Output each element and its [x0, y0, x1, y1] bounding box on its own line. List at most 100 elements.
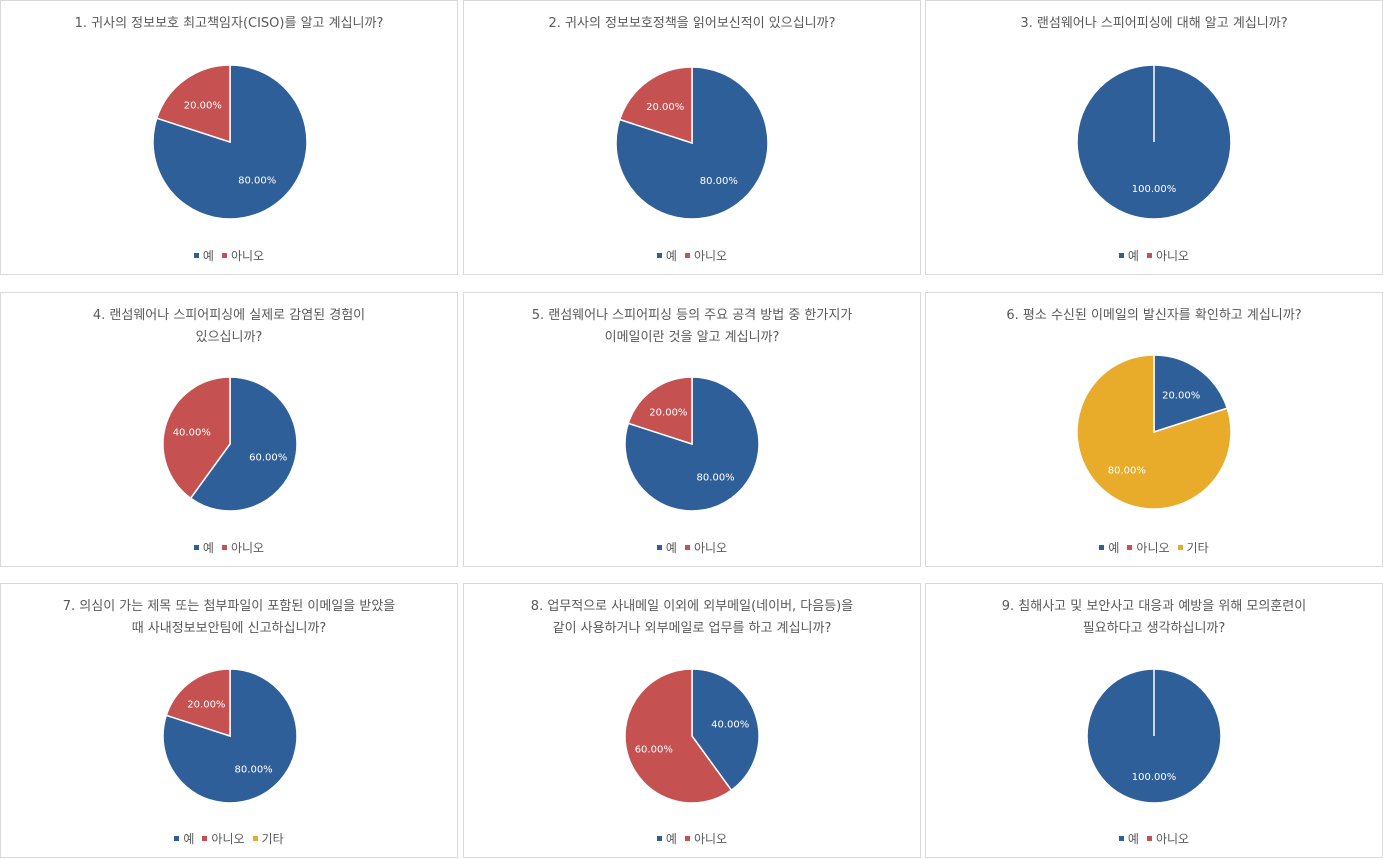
legend-swatch — [221, 253, 227, 258]
chart-panel-5: 5. 랜섬웨어나 스피어피싱 등의 주요 공격 방법 중 한가지가 이메일이란 것… — [463, 292, 921, 567]
legend-item: 아니오 — [1127, 539, 1170, 556]
pie-data-label: 40.00% — [711, 720, 749, 731]
legend-item: 예 — [656, 539, 677, 556]
legend-label: 예 — [1127, 832, 1139, 846]
legend-label: 예 — [1127, 249, 1139, 263]
chart-legend: 예 아니오 기타 — [926, 539, 1382, 556]
pie-data-label: 100.00% — [1132, 184, 1177, 195]
pie-slice-예 — [691, 668, 760, 792]
legend-label: 예 — [665, 832, 677, 846]
pie-chart: 100.00% — [1086, 668, 1222, 804]
pie-chart: 80.00% 20.00% — [615, 66, 769, 220]
legend-label: 기타 — [1186, 541, 1209, 555]
legend-label: 아니오 — [230, 541, 265, 555]
chart-title-line: 9. 침해사고 및 보안사고 대응과 예방을 위해 모의훈련이 — [1001, 599, 1307, 614]
pie-data-label: 80.00% — [700, 176, 738, 187]
legend-swatch — [1146, 253, 1152, 258]
chart-title-line: 이메일이란 것을 알고 계십니까? — [604, 330, 780, 345]
legend-item: 예 — [1118, 830, 1139, 847]
chart-title-line: 같이 사용하거나 외부메일로 업무를 하고 계십니까? — [552, 621, 832, 636]
chart-title: 3. 랜섬웨어나 스피어피싱에 대해 알고 계십니까? — [926, 13, 1382, 35]
pie-chart: 20.00% 80.00% — [1076, 354, 1232, 510]
pie-chart: 80.00% 20.00% — [152, 64, 308, 220]
legend-label: 아니오 — [1155, 832, 1190, 846]
chart-title-line: 있으십니까? — [195, 330, 263, 345]
legend-swatch — [202, 836, 208, 841]
chart-title-line: 때 사내정보보안팀에 신고하십니까? — [131, 621, 327, 636]
legend-item: 아니오 — [684, 539, 728, 556]
legend-item: 예 — [193, 539, 214, 556]
pie-slice-예 — [624, 376, 760, 512]
chart-panel-1: 1. 귀사의 정보보호 최고책임자(CISO)를 알고 계십니까? 80.00% 2… — [0, 0, 458, 275]
pie-data-label: 40.00% — [173, 428, 211, 439]
legend-item: 아니오 — [684, 830, 728, 847]
pie-data-label: 80.00% — [697, 473, 735, 484]
legend-item: 예 — [656, 830, 677, 847]
legend-label: 아니오 — [1155, 249, 1190, 263]
legend-label: 예 — [1108, 541, 1120, 555]
chart-title-line: 2. 귀사의 정보보호정책을 읽어보신적이 있으십니까? — [548, 16, 836, 31]
chart-legend: 예 아니오 — [464, 539, 920, 556]
legend-item: 아니오 — [1146, 247, 1190, 264]
legend-item: 아니오 — [221, 247, 264, 264]
legend-swatch — [1127, 545, 1133, 550]
legend-item: 아니오 — [202, 830, 245, 847]
chart-legend: 예 아니오 — [464, 830, 920, 847]
legend-swatch — [1099, 545, 1105, 550]
chart-title-line: 7. 의심이 가는 제목 또는 첨부파일이 포함된 이메일을 받았을 — [62, 599, 396, 614]
legend-item: 기타 — [1177, 539, 1209, 556]
chart-title: 8. 업무적으로 사내메일 이외에 외부메일(네이버, 다음등)을 같이 사용하거… — [464, 596, 920, 640]
chart-legend: 예 아니오 기타 — [1, 830, 457, 847]
legend-swatch — [193, 545, 199, 550]
legend-swatch — [1118, 836, 1124, 841]
chart-title: 5. 랜섬웨어나 스피어피싱 등의 주요 공격 방법 중 한가지가 이메일이란 것… — [464, 305, 920, 349]
legend-item: 예 — [1118, 247, 1139, 264]
legend-swatch — [656, 545, 662, 550]
pie-slice-기타 — [1076, 354, 1232, 510]
pie-slice-아니오 — [624, 668, 733, 804]
chart-title-line: 3. 랜섬웨어나 스피어피싱에 대해 알고 계십니까? — [1020, 16, 1288, 31]
legend-item: 기타 — [252, 830, 284, 847]
pie-chart: 80.00% 20.00% — [624, 376, 760, 512]
chart-title-line: 4. 랜섬웨어나 스피어피싱에 실제로 감염된 경험이 — [92, 308, 366, 323]
chart-title-line: 필요하다고 생각하십니까? — [1082, 621, 1226, 636]
legend-swatch — [252, 836, 258, 841]
chart-title: 6. 평소 수신된 이메일의 발신자를 확인하고 계십니까? — [926, 305, 1382, 327]
pie-data-label: 60.00% — [249, 452, 287, 463]
chart-title-line: 6. 평소 수신된 이메일의 발신자를 확인하고 계십니까? — [1006, 308, 1302, 323]
legend-label: 아니오 — [211, 832, 245, 846]
legend-label: 아니오 — [693, 832, 728, 846]
chart-legend: 예 아니오 — [926, 247, 1382, 264]
legend-label: 아니오 — [1136, 541, 1170, 555]
legend-swatch — [1146, 836, 1152, 841]
pie-data-label: 80.00% — [235, 765, 273, 776]
legend-swatch — [1177, 545, 1183, 550]
chart-legend: 예 아니오 — [1, 247, 457, 264]
legend-label: 예 — [665, 249, 677, 263]
pie-chart: 60.00% 40.00% — [162, 376, 298, 512]
pie-data-label: 80.00% — [238, 175, 276, 186]
legend-label: 예 — [202, 541, 214, 555]
pie-slice-아니오 — [627, 376, 693, 446]
legend-swatch — [221, 545, 227, 550]
chart-legend: 예 아니오 — [464, 247, 920, 264]
legend-item: 예 — [193, 247, 214, 264]
legend-swatch — [193, 253, 199, 258]
chart-title: 2. 귀사의 정보보호정책을 읽어보신적이 있으십니까? — [464, 13, 920, 35]
chart-panel-6: 6. 평소 수신된 이메일의 발신자를 확인하고 계십니까? 20.00% 80.0… — [925, 292, 1383, 567]
pie-slice-예 — [189, 376, 298, 512]
legend-swatch — [684, 836, 690, 841]
legend-swatch — [684, 253, 690, 258]
pie-slice-예 — [1153, 354, 1229, 434]
chart-panel-2: 2. 귀사의 정보보호정책을 읽어보신적이 있으십니까? 80.00% 20.00%… — [463, 0, 921, 275]
pie-data-label: 20.00% — [649, 407, 687, 418]
pie-data-label: 80.00% — [1108, 465, 1146, 476]
legend-label: 아니오 — [693, 541, 728, 555]
legend-label: 예 — [665, 541, 677, 555]
legend-item: 아니오 — [221, 539, 265, 556]
pie-slice-예 — [162, 668, 298, 804]
